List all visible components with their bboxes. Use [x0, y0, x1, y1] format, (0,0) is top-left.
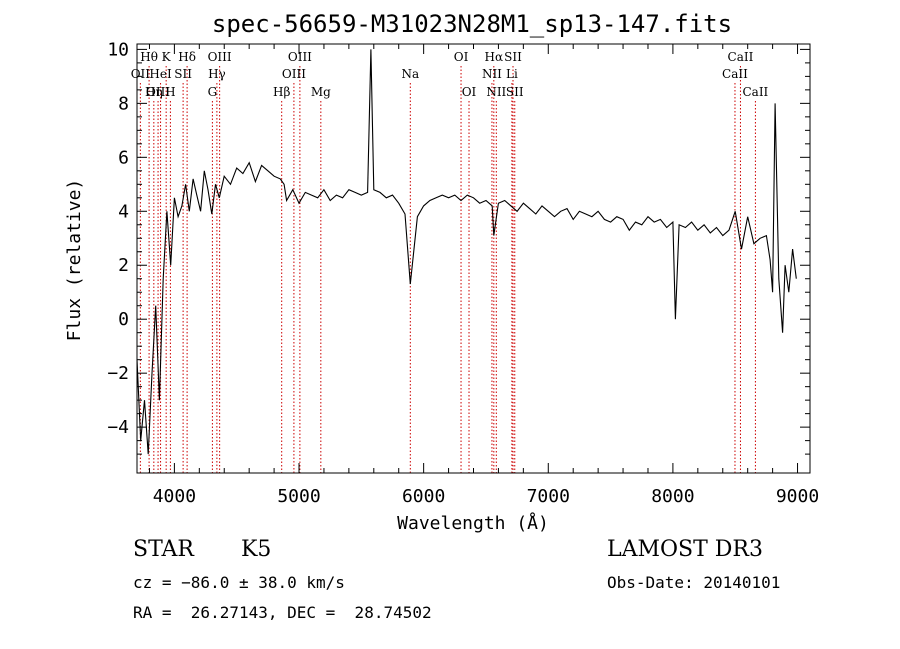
spectral-line-label: OIII	[288, 50, 312, 64]
spectral-line-label: SII	[506, 85, 524, 99]
spectral-line-label: OI	[462, 85, 477, 99]
spectral-line-label: NII	[486, 85, 506, 99]
spectral-line-label: CaII	[728, 50, 754, 64]
spectral-line-label: Hθ	[140, 50, 158, 64]
plot-frame	[136, 43, 811, 474]
y-tick-label: 10	[107, 39, 129, 60]
y-tick-label: 8	[118, 93, 129, 114]
y-axis-ticks: −4 −2 0 2 4 6 8 10	[107, 39, 810, 455]
ra-dec-coordinates: RA = 26.27143, DEC = 28.74502	[133, 603, 432, 622]
survey-name: LAMOST DR3	[607, 537, 763, 562]
spectral-line-label: OIII	[282, 67, 306, 81]
y-tick-label: 0	[118, 309, 129, 330]
spectral-line-label: CaII	[742, 85, 768, 99]
object-subclass: K5	[241, 537, 272, 562]
redshift-cz: cz = −86.0 ± 38.0 km/s	[133, 573, 345, 592]
y-tick-label: −2	[107, 363, 129, 384]
spectral-line-label: Hδ	[178, 50, 196, 64]
x-tick-label: 8000	[651, 486, 694, 507]
object-class: STAR	[133, 537, 194, 562]
spectral-line-label: Hα	[485, 50, 504, 64]
spectral-line-label: OIII	[146, 85, 170, 99]
spectral-line-label: OII	[131, 67, 151, 81]
spectral-line-label: Mg	[311, 85, 331, 99]
spectral-line-label: CaII	[722, 67, 748, 81]
y-tick-label: 2	[118, 255, 129, 276]
spectral-line-label: OI	[454, 50, 469, 64]
y-axis-label: Flux (relative)	[64, 179, 85, 342]
x-tick-label: 6000	[402, 486, 445, 507]
observation-date: Obs-Date: 20140101	[607, 573, 781, 592]
spectral-line-label: NII	[482, 67, 502, 81]
x-axis-label: Wavelength (Å)	[397, 512, 549, 534]
chart-title: spec-56659-M31023N28M1_sp13-147.fits	[212, 10, 732, 38]
spectral-line-label: Hβ	[273, 85, 290, 99]
y-tick-label: 6	[118, 147, 129, 168]
x-tick-label: 4000	[153, 486, 196, 507]
x-tick-label: 9000	[776, 486, 819, 507]
y-tick-label: 4	[118, 201, 129, 222]
spectral-line-label: G	[208, 85, 218, 99]
spectral-line-markers	[139, 66, 756, 473]
spectral-line-label: K	[162, 50, 172, 64]
spectral-line-label: SII	[174, 67, 192, 81]
spectral-line-label: H	[165, 85, 175, 99]
spectral-line-label: Li	[506, 67, 518, 81]
x-tick-label: 7000	[527, 486, 570, 507]
spectral-line-label: HeI	[149, 67, 172, 81]
spectral-line-label: SII	[504, 50, 522, 64]
spectral-line-labels: Hθ OII OIII K HeI Hη SII H Hδ OIII Hγ G OIII OIII Hβ Mg…	[131, 50, 769, 99]
y-tick-label: −4	[107, 417, 129, 438]
spectral-line-label: Hγ	[208, 67, 226, 81]
x-tick-label: 5000	[277, 486, 320, 507]
x-axis-ticks: 4000 5000 6000 7000 8000 9000	[148, 44, 819, 507]
spectral-line-label: Na	[401, 67, 419, 81]
spectral-line-label: OIII	[208, 50, 232, 64]
spectral-line-label: Hη	[145, 85, 163, 99]
spectrum-trace	[136, 49, 797, 455]
